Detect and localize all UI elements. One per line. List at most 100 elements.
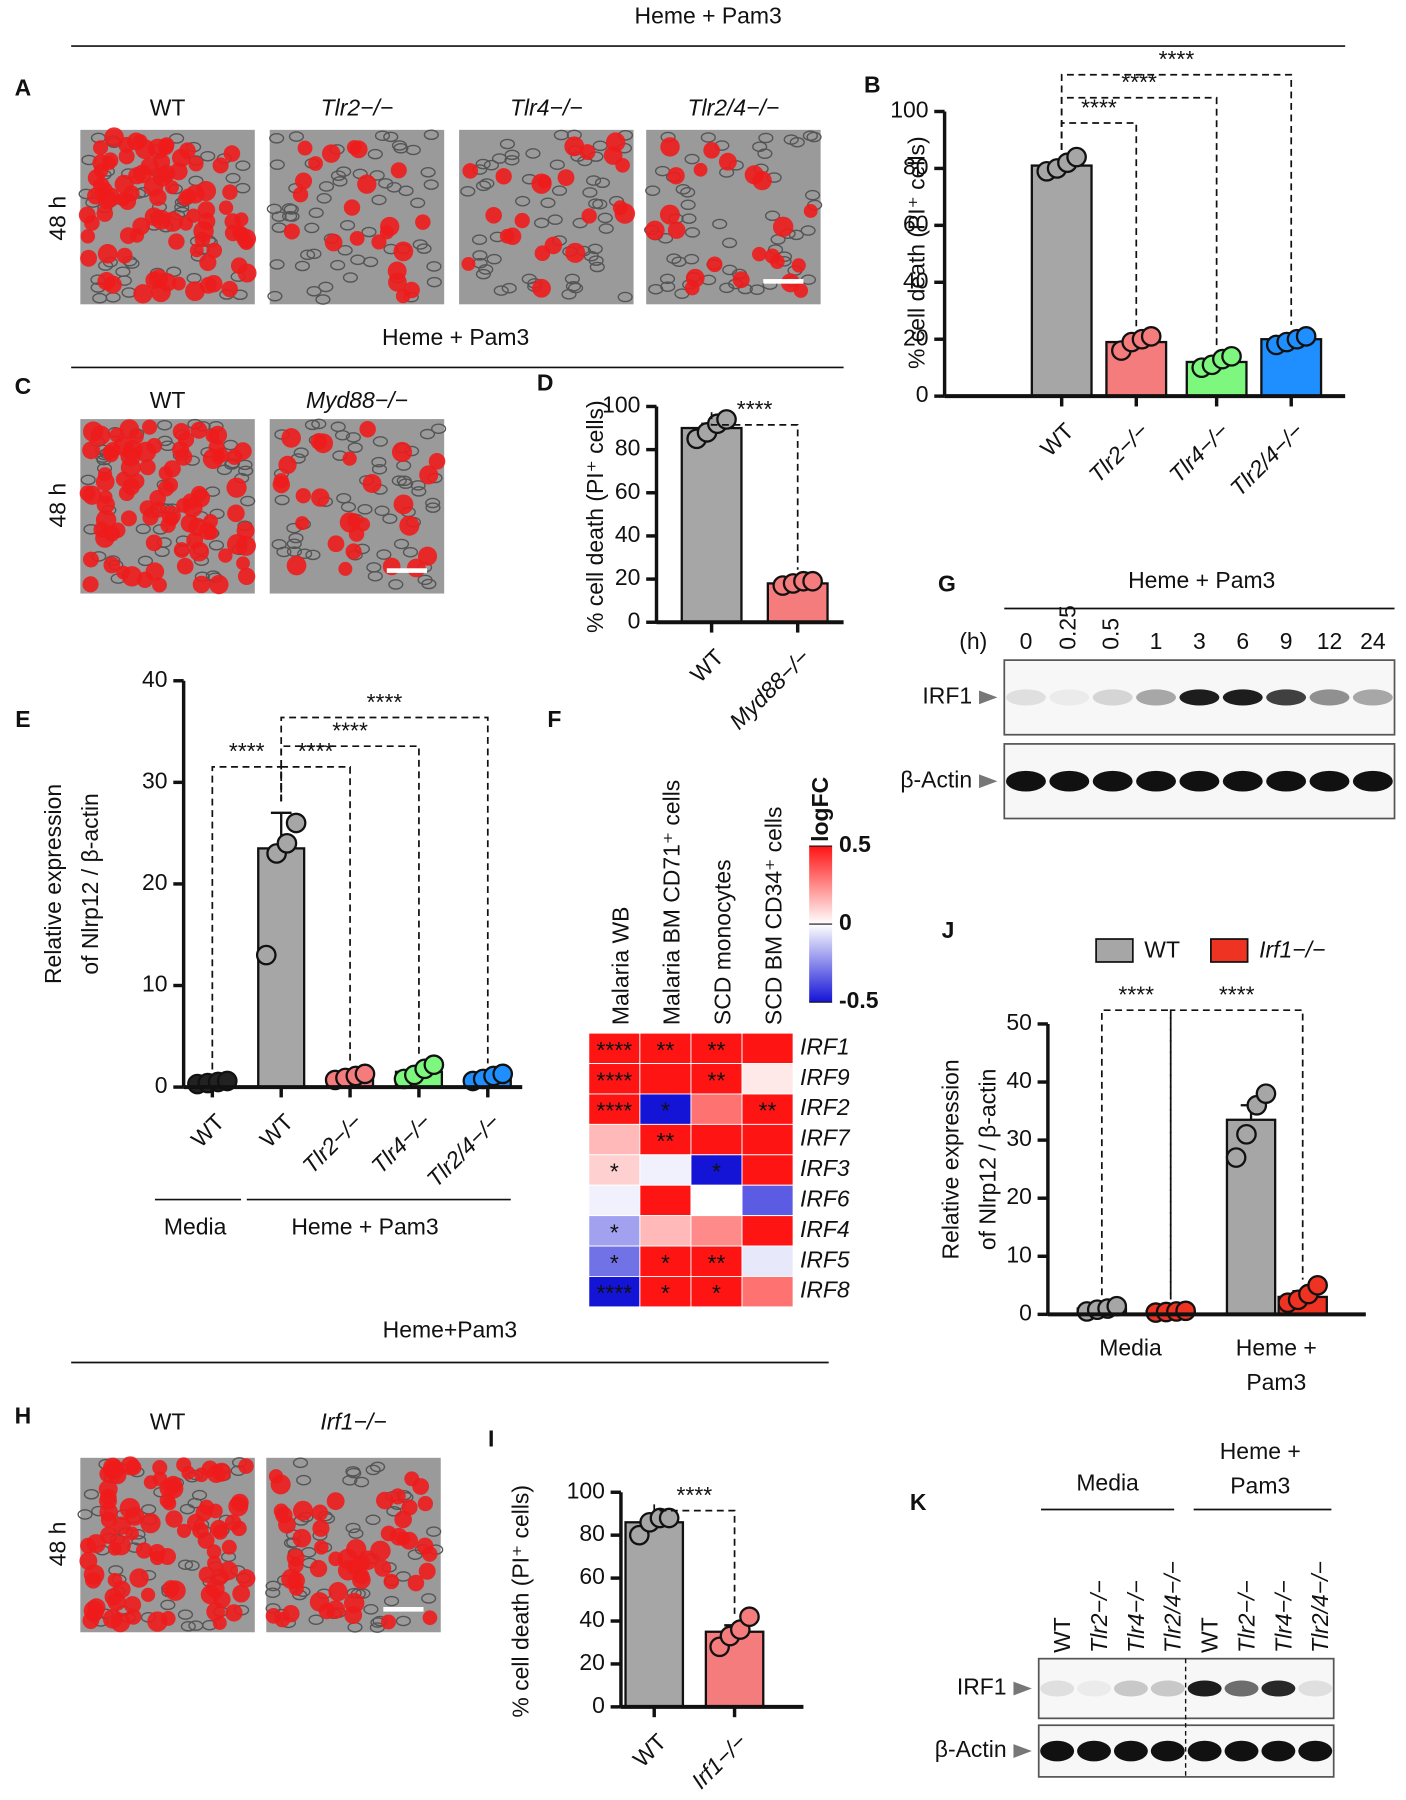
scale-bar: [383, 1607, 424, 1612]
cell: [318, 281, 334, 293]
data-point: [658, 1507, 680, 1529]
x-tick-label: Heme + Pam3: [1235, 1336, 1317, 1396]
heat-cell: [741, 1154, 794, 1186]
cell: [460, 186, 476, 197]
band: [1077, 1680, 1111, 1697]
heat-cell: [741, 1245, 794, 1277]
pi-cell: [188, 156, 204, 172]
pi-cell: [90, 425, 111, 446]
pi-cell: [659, 204, 680, 225]
pi-cell: [346, 140, 362, 155]
pi-cell: [122, 477, 140, 496]
pi-cell: [415, 214, 431, 230]
cell: [395, 1615, 411, 1627]
band: [1266, 689, 1307, 706]
data-point: [1236, 1123, 1257, 1145]
cell: [179, 1503, 196, 1515]
pi-cell: [282, 1605, 300, 1623]
pi-cell: [461, 256, 476, 271]
cell: [594, 177, 611, 189]
x-tick-label: WT: [685, 644, 729, 688]
pi-cell: [159, 1478, 179, 1498]
cell: [700, 132, 716, 143]
cell: [393, 538, 410, 550]
lane-label: WT: [1049, 1617, 1075, 1653]
pi-cell: [79, 485, 96, 502]
x-tick-label: Tlr4−/−: [1164, 418, 1234, 488]
cell: [345, 1522, 361, 1534]
colorbar-tick-label: 0: [839, 909, 852, 935]
lane-label: 9: [1280, 628, 1293, 654]
data-point: [1307, 1274, 1328, 1296]
pi-cell: [390, 162, 407, 179]
blot-group: Media: [1076, 1469, 1139, 1495]
pi-cell: [143, 1475, 158, 1490]
group-label: Media: [164, 1213, 227, 1239]
band: [1224, 1680, 1259, 1697]
pi-cell: [100, 1488, 117, 1506]
pi-cell: [206, 1464, 226, 1483]
cell: [589, 261, 605, 273]
pi-cell: [769, 254, 785, 270]
cell: [365, 1514, 381, 1526]
star-label: **: [759, 1098, 777, 1124]
cell: [334, 429, 351, 441]
lane-label: Tlr2−/−: [1233, 1580, 1259, 1653]
cell: [504, 149, 520, 161]
cell: [293, 447, 309, 458]
cell: [80, 474, 96, 486]
pi-cell: [163, 460, 181, 478]
pi-cell: [145, 562, 165, 582]
y-axis-label: of Nlrp12 / β-actin: [974, 1069, 1000, 1250]
cell: [160, 1599, 176, 1611]
bar: [680, 426, 743, 624]
data-point: [285, 812, 307, 834]
band: [1309, 770, 1350, 792]
pi-cell: [207, 1555, 222, 1571]
pi-cell: [100, 1526, 118, 1544]
lane-label: 6: [1236, 628, 1249, 654]
pi-cell: [667, 167, 685, 185]
y-tick-label: 60: [615, 478, 641, 504]
heat-cell: [588, 1184, 641, 1217]
y-tick-label: 0: [155, 1072, 168, 1098]
cell: [585, 175, 602, 186]
pi-cell: [189, 243, 204, 258]
pi-cell: [237, 567, 256, 585]
genotype-label: Myd88−/−: [306, 387, 408, 413]
pi-cell: [93, 140, 109, 156]
lane-label: Tlr2/4−/−: [1160, 1561, 1186, 1653]
pi-cell: [744, 165, 764, 185]
significance-label: ****: [229, 738, 265, 764]
pi-cell: [112, 1516, 131, 1535]
pi-cell: [685, 268, 705, 288]
pi-cell: [376, 1491, 394, 1510]
pi-cell: [140, 1512, 161, 1534]
pi-cell: [324, 233, 343, 252]
cell: [308, 207, 324, 219]
cell: [180, 1620, 196, 1632]
pi-cell: [603, 146, 623, 165]
bar: [257, 847, 306, 1089]
lane-label: Tlr4−/−: [1270, 1580, 1296, 1653]
pi-cell: [176, 1457, 192, 1473]
cell: [115, 266, 131, 277]
cell: [479, 178, 495, 189]
cell: [417, 574, 433, 586]
pi-cell: [186, 208, 201, 223]
pi-cell: [107, 1541, 122, 1556]
pi-cell: [173, 542, 190, 558]
band: [1224, 1740, 1259, 1762]
pi-cell: [133, 284, 153, 304]
pi-cell: [206, 242, 223, 259]
cell: [788, 229, 804, 241]
cell: [365, 1464, 381, 1476]
heat-cell: [639, 1154, 692, 1186]
significance-label: ****: [367, 689, 403, 715]
heat-cell: [690, 1032, 743, 1065]
data-point: [1295, 326, 1317, 347]
pi-cell: [272, 475, 291, 494]
bar: [624, 1521, 685, 1709]
band: [1222, 770, 1263, 792]
heat-cell: [588, 1123, 641, 1156]
